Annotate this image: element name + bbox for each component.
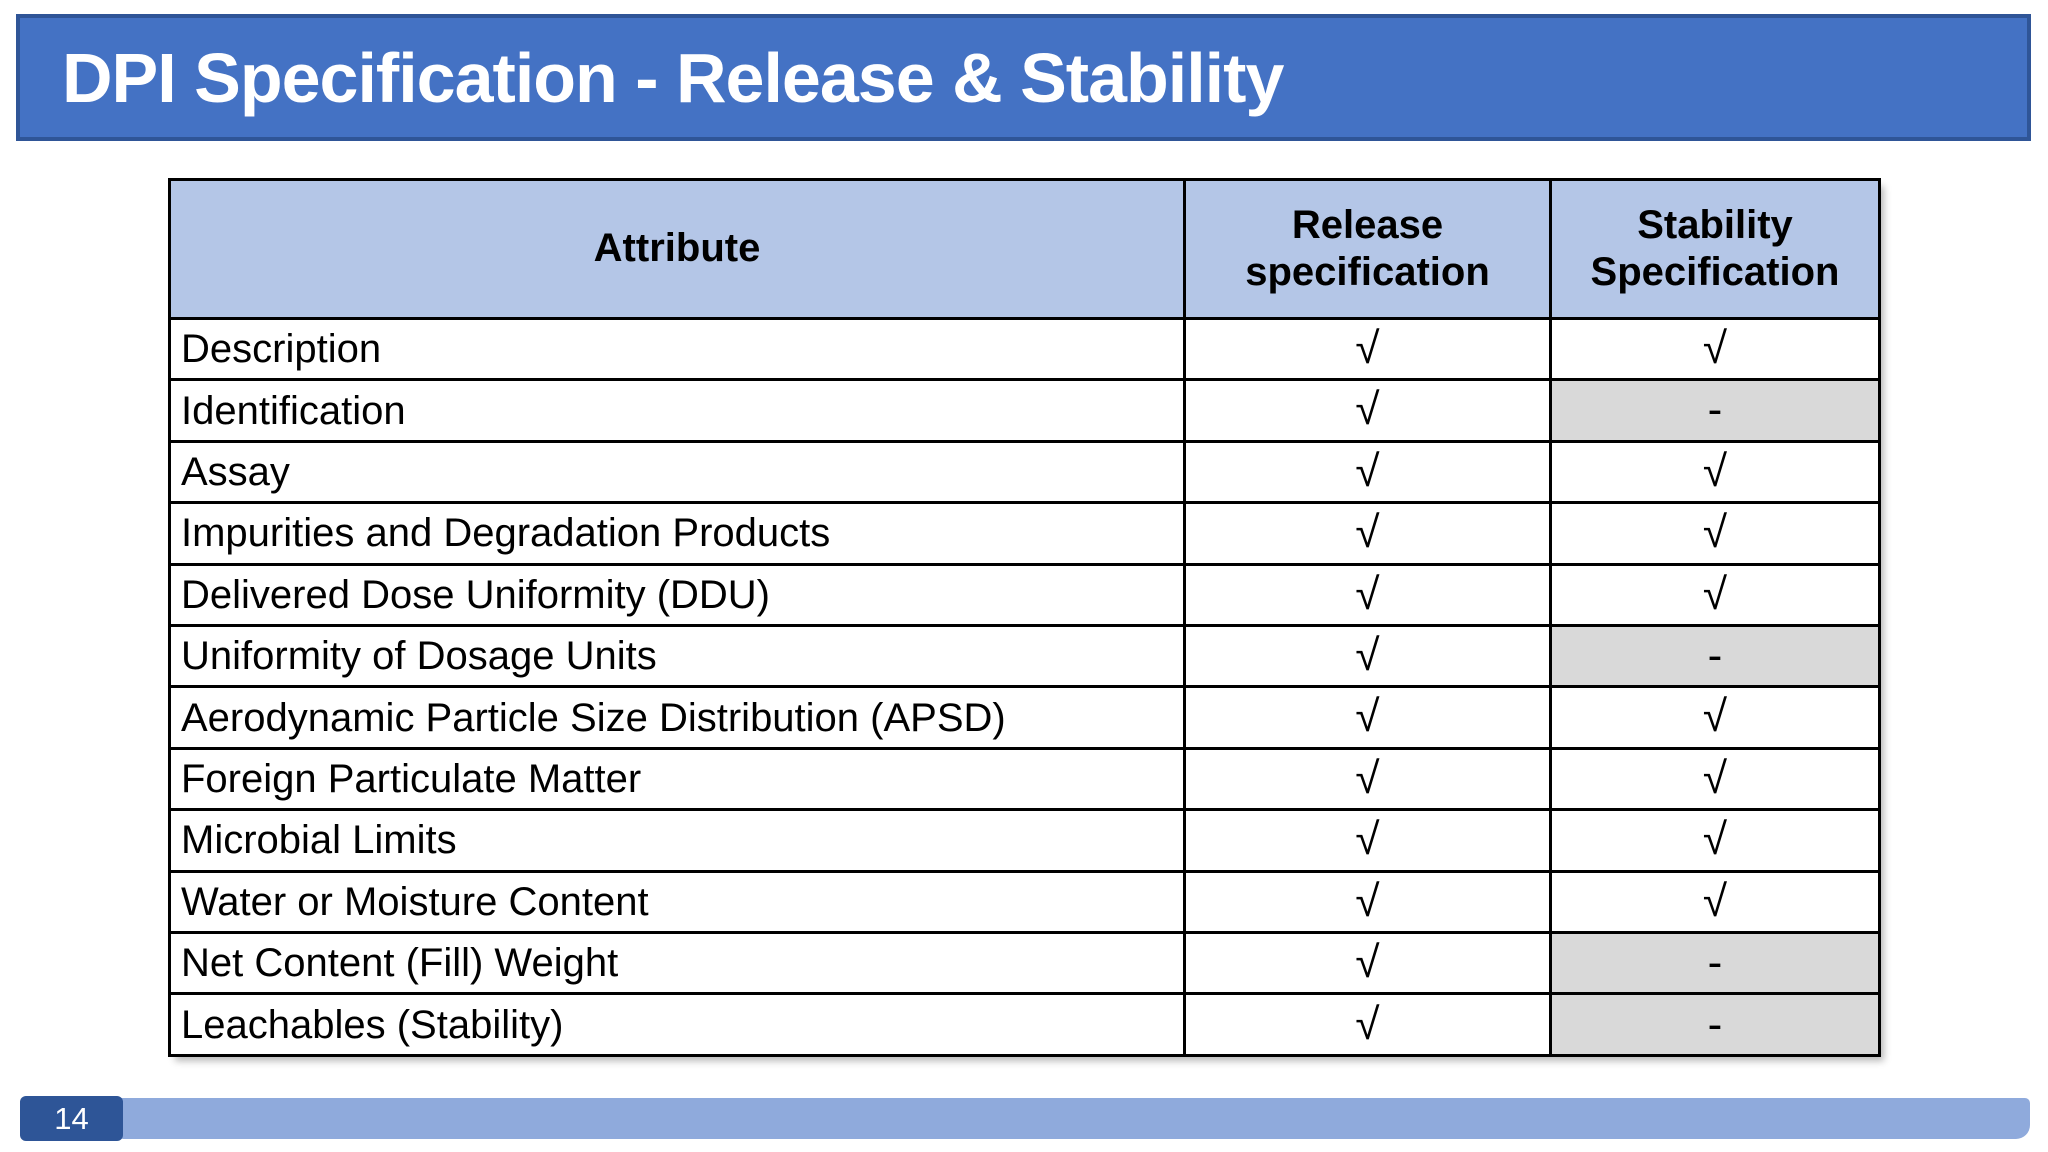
table-row: Water or Moisture Content √ √ [168,869,1881,935]
table-row: Assay √ √ [168,439,1881,505]
stability-spec-cell: √ [1549,746,1881,812]
release-spec-cell: √ [1183,992,1552,1057]
slide-title: DPI Specification - Release & Stability [62,38,1284,117]
table-row: Impurities and Degradation Products √ √ [168,501,1881,566]
release-spec-cell: √ [1183,562,1552,628]
stability-spec-cell: √ [1549,439,1881,505]
release-spec-cell: √ [1183,746,1552,812]
attribute-cell: Assay [168,439,1186,505]
stability-spec-cell: - [1549,378,1881,443]
attribute-cell: Microbial Limits [168,808,1186,873]
table-row: Aerodynamic Particle Size Distribution (… [168,685,1881,750]
release-spec-cell: √ [1183,808,1552,873]
stability-spec-cell: - [1549,624,1881,689]
attribute-cell: Net Content (Fill) Weight [168,931,1186,996]
table-row: Uniformity of Dosage Units √ - [168,624,1881,689]
table-body: Description √ √ Identification √ - Assay √ √ Impu… [168,316,1881,1057]
table-row: Foreign Particulate Matter √ √ [168,746,1881,812]
attribute-cell: Water or Moisture Content [168,869,1186,935]
release-spec-cell: √ [1183,316,1552,382]
col-header-stability-specification: Stability Specification [1549,178,1881,320]
attribute-cell: Identification [168,378,1186,443]
stability-spec-cell: √ [1549,562,1881,628]
spec-table: Attribute Release specification Stabilit… [168,178,1881,1057]
col-header-attribute: Attribute [168,178,1186,320]
attribute-cell: Description [168,316,1186,382]
header-row: Attribute Release specification Stabilit… [168,178,1881,320]
table-row: Delivered Dose Uniformity (DDU) √ √ [168,562,1881,628]
release-spec-cell: √ [1183,685,1552,750]
stability-spec-cell: √ [1549,316,1881,382]
stability-spec-cell: √ [1549,808,1881,873]
release-spec-cell: √ [1183,378,1552,443]
table-row: Description √ √ [168,316,1881,382]
stability-spec-cell: √ [1549,685,1881,750]
attribute-cell: Leachables (Stability) [168,992,1186,1057]
release-spec-cell: √ [1183,439,1552,505]
release-spec-cell: √ [1183,869,1552,935]
title-bar: DPI Specification - Release & Stability [16,14,2031,141]
col-header-release-specification: Release specification [1183,178,1552,320]
table-row: Microbial Limits √ √ [168,808,1881,873]
table-row: Identification √ - [168,378,1881,443]
page-number: 14 [54,1100,89,1136]
footer-accent-bar [118,1098,2030,1139]
release-spec-cell: √ [1183,624,1552,689]
table-row: Net Content (Fill) Weight √ - [168,931,1881,996]
release-spec-cell: √ [1183,501,1552,566]
attribute-cell: Uniformity of Dosage Units [168,624,1186,689]
stability-spec-cell: - [1549,931,1881,996]
page-number-badge: 14 [20,1096,123,1141]
stability-spec-cell: √ [1549,501,1881,566]
release-spec-cell: √ [1183,931,1552,996]
attribute-cell: Foreign Particulate Matter [168,746,1186,812]
table-row: Leachables (Stability) √ - [168,992,1881,1057]
attribute-cell: Aerodynamic Particle Size Distribution (… [168,685,1186,750]
attribute-cell: Impurities and Degradation Products [168,501,1186,566]
stability-spec-cell: √ [1549,869,1881,935]
stability-spec-cell: - [1549,992,1881,1057]
attribute-cell: Delivered Dose Uniformity (DDU) [168,562,1186,628]
